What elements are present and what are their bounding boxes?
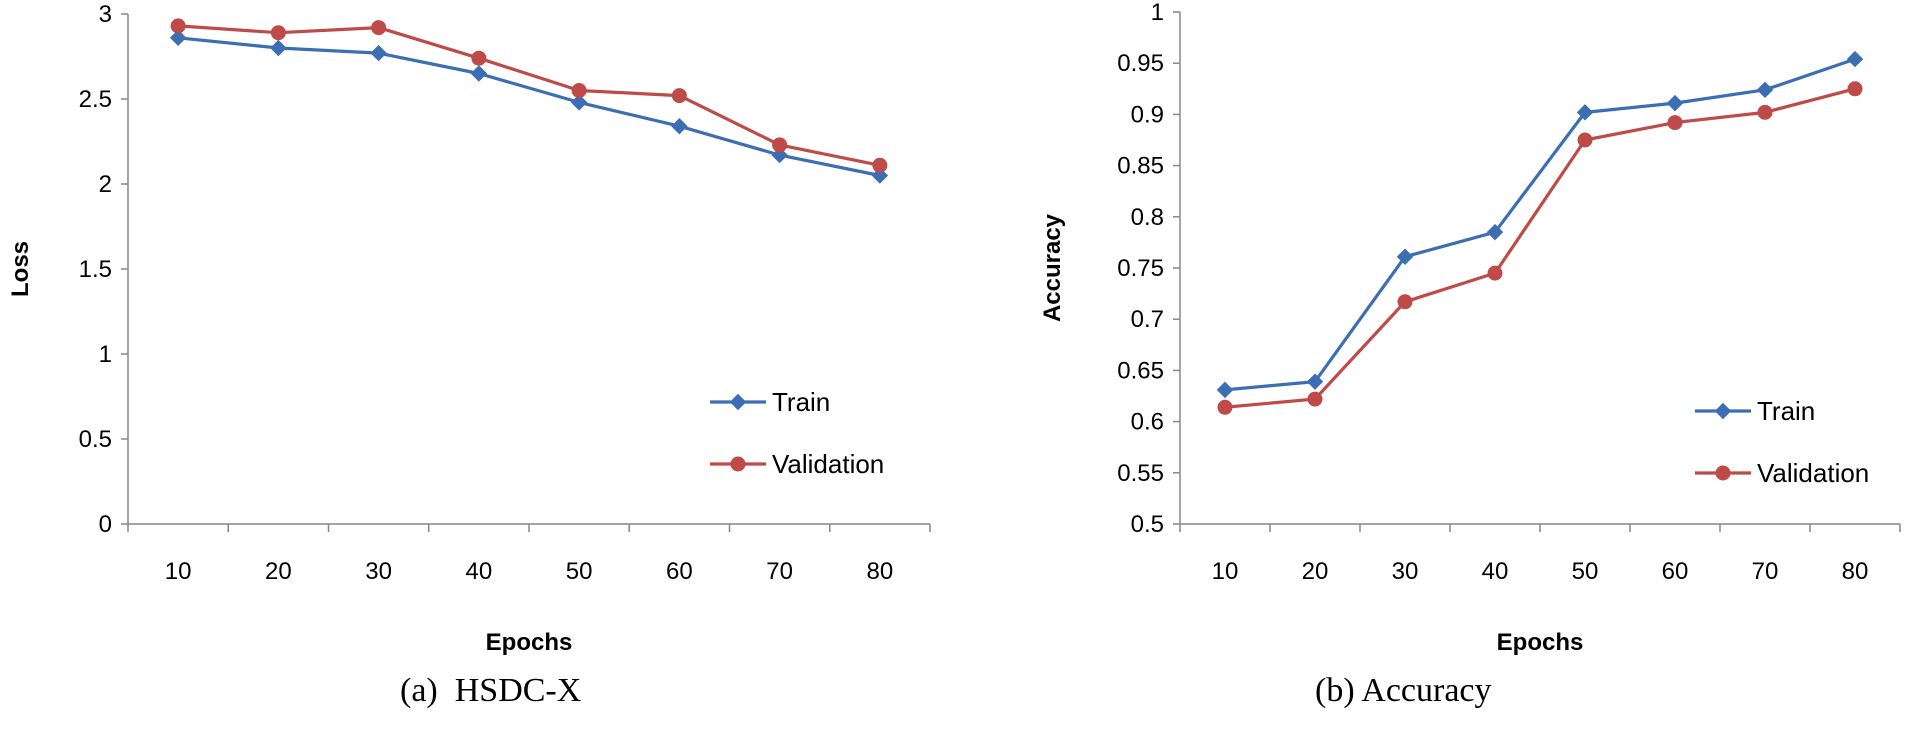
y-tick-label: 0.5 bbox=[1131, 511, 1164, 538]
legend-label: Validation bbox=[772, 449, 884, 479]
series-line-train bbox=[177, 36, 881, 178]
data-point-validation bbox=[671, 88, 687, 104]
x-tick-label: 80 bbox=[1842, 558, 1869, 585]
y-axis-title: Accuracy bbox=[1039, 213, 1066, 322]
legend-label: Train bbox=[1757, 396, 1815, 426]
x-tick-label: 80 bbox=[867, 558, 894, 585]
legend-marker bbox=[729, 393, 747, 411]
x-tick-label: 40 bbox=[1482, 558, 1509, 585]
y-tick-label: 0.55 bbox=[1117, 460, 1164, 487]
legend-label: Validation bbox=[1757, 458, 1869, 488]
legend-marker bbox=[1714, 402, 1732, 420]
y-tick-label: 3 bbox=[99, 1, 112, 28]
legend-marker bbox=[730, 456, 746, 472]
data-point-train bbox=[671, 117, 688, 135]
y-tick-label: 0.75 bbox=[1117, 255, 1164, 282]
x-axis-title: Epochs bbox=[1497, 629, 1584, 656]
data-point-validation bbox=[1487, 265, 1503, 281]
x-axis-title: Epochs bbox=[486, 629, 573, 656]
data-point-train bbox=[1666, 94, 1684, 112]
y-tick-label: 2 bbox=[99, 171, 112, 198]
data-point-validation bbox=[1307, 391, 1323, 407]
data-point-validation bbox=[872, 157, 888, 173]
legend-label: Train bbox=[772, 387, 830, 417]
x-tick-label: 10 bbox=[165, 558, 192, 585]
data-point-validation bbox=[1217, 399, 1233, 415]
loss-chart: 0 0.5 1 1.5 2 2.5 3 10 20 30 40 50 60 70 80 Epochs Loss T… bbox=[7, 1, 931, 656]
data-point-train bbox=[1576, 104, 1594, 121]
x-tick-label: 70 bbox=[766, 558, 793, 585]
y-tick-label: 0.95 bbox=[1117, 50, 1164, 77]
data-point-validation bbox=[471, 50, 487, 66]
x-tick-label: 60 bbox=[666, 558, 693, 585]
data-point-train bbox=[1756, 81, 1774, 99]
y-tick-label: 0.8 bbox=[1131, 204, 1164, 231]
data-point-train bbox=[1396, 248, 1414, 265]
data-point-train bbox=[1846, 50, 1864, 68]
x-tick-label: 70 bbox=[1752, 558, 1779, 585]
caption-b: (b) Accuracy bbox=[1315, 672, 1492, 709]
data-point-validation bbox=[170, 18, 186, 34]
x-tick-label: 20 bbox=[265, 558, 292, 585]
data-point-validation bbox=[1757, 104, 1773, 120]
data-point-train bbox=[1216, 381, 1234, 399]
x-tick-label: 30 bbox=[365, 558, 392, 585]
data-point-train bbox=[1306, 373, 1324, 390]
data-point-validation bbox=[1397, 294, 1413, 310]
x-tick-label: 50 bbox=[1572, 558, 1599, 585]
data-point-train bbox=[270, 39, 287, 57]
series-line-train bbox=[1224, 57, 1856, 392]
y-tick-label: 0 bbox=[99, 511, 112, 538]
y-tick-label: 0.6 bbox=[1131, 409, 1164, 436]
x-tick-label: 10 bbox=[1212, 558, 1239, 585]
series-line-validation bbox=[1224, 87, 1856, 409]
series-line-validation bbox=[178, 24, 881, 167]
data-point-validation bbox=[270, 25, 286, 41]
data-point-validation bbox=[371, 20, 387, 36]
y-tick-label: 0.65 bbox=[1117, 357, 1164, 384]
data-point-train bbox=[570, 94, 588, 111]
data-point-train bbox=[370, 44, 387, 62]
chart-panel-loss: 0 0.5 1 1.5 2 2.5 3 10 20 30 40 50 60 70 80 Epochs Loss T… bbox=[7, 1, 931, 709]
data-point-train bbox=[169, 29, 187, 47]
chart-panel-accuracy: 0.5 0.55 0.6 0.65 0.7 0.75 0.8 0.85 0.9 0.95 1 10 20… bbox=[1000, 0, 1905, 730]
x-tick-label: 60 bbox=[1662, 558, 1689, 585]
data-point-validation bbox=[1577, 132, 1593, 148]
x-tick-label: 20 bbox=[1302, 558, 1329, 585]
data-point-train bbox=[470, 65, 488, 82]
x-tick-label: 50 bbox=[566, 558, 593, 585]
data-point-validation bbox=[1847, 81, 1863, 97]
x-tick-label: 30 bbox=[1392, 558, 1419, 585]
y-tick-label: 0.5 bbox=[79, 426, 112, 453]
y-tick-label: 0.7 bbox=[1131, 306, 1164, 333]
y-tick-label: 1.5 bbox=[79, 256, 112, 283]
data-point-train bbox=[1486, 223, 1504, 241]
y-axis-title: Loss bbox=[7, 241, 34, 297]
data-point-validation bbox=[772, 137, 788, 153]
y-tick-label: 0.9 bbox=[1131, 101, 1164, 128]
y-tick-label: 2.5 bbox=[79, 86, 112, 113]
y-tick-label: 0.85 bbox=[1117, 153, 1164, 180]
y-tick-label: 1 bbox=[99, 341, 112, 368]
caption-a: (a) HSDC-X bbox=[400, 672, 582, 709]
data-point-validation bbox=[571, 83, 587, 98]
legend-marker bbox=[1715, 465, 1731, 481]
data-point-validation bbox=[1667, 115, 1683, 131]
x-tick-label: 40 bbox=[466, 558, 493, 585]
y-tick-label: 1 bbox=[1151, 0, 1164, 26]
accuracy-chart: 0.5 0.55 0.6 0.65 0.7 0.75 0.8 0.85 0.9 0.95 1 10 20… bbox=[1039, 0, 1901, 656]
